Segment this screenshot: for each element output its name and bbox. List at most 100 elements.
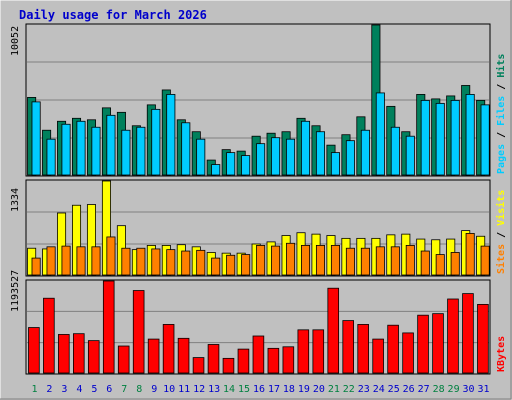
bar-kbytes-day-21	[327, 287, 340, 374]
bar-kbytes-day-4	[73, 333, 85, 374]
bar-sites-day-10	[166, 249, 176, 276]
bar-files-day-30	[465, 94, 475, 176]
day-label-5: 5	[91, 384, 97, 395]
bar-files-day-18	[286, 138, 296, 176]
legend-2: KBytes	[496, 336, 507, 372]
day-label-1: 1	[31, 384, 37, 395]
bar-sites-day-23	[360, 247, 370, 276]
day-labels: 1 2 3 4 5 6 7 8 9 10 11 12 13 14 15 16 17 18 19 20 21 22 23 24 2…	[31, 384, 489, 395]
bar-kbytes-day-30	[462, 293, 474, 374]
day-label-20: 20	[313, 384, 325, 395]
bar-kbytes-day-19	[297, 329, 310, 374]
chart-title: Daily usage for March 2026	[19, 8, 207, 22]
day-label-16: 16	[253, 384, 265, 395]
legend-separator: /	[496, 226, 507, 244]
bar-sites-day-9	[151, 248, 161, 276]
legend-0: Pages / Files / Hits	[495, 54, 507, 174]
bar-files-day-3	[61, 123, 71, 176]
day-label-29: 29	[448, 384, 460, 395]
y-max-label-0: 10052	[10, 26, 21, 56]
legend-entry-sites: Sites	[495, 244, 507, 274]
day-label-10: 10	[163, 384, 175, 395]
bar-files-day-27	[420, 99, 430, 176]
legend-separator: /	[496, 126, 507, 144]
bar-kbytes-day-27	[417, 314, 429, 374]
bar-sites-day-26	[405, 245, 415, 276]
bar-files-day-2	[46, 138, 56, 176]
day-label-4: 4	[76, 384, 82, 395]
legend-separator: /	[496, 78, 507, 96]
bar-files-day-4	[76, 120, 86, 176]
bar-sites-day-18	[286, 242, 296, 276]
bar-sites-day-25	[390, 246, 400, 276]
bar-files-day-14	[226, 152, 236, 176]
bar-sites-day-31	[480, 245, 490, 276]
bar-sites-day-27	[420, 250, 430, 276]
day-label-26: 26	[403, 384, 415, 395]
bar-kbytes-day-1	[28, 327, 40, 374]
bar-kbytes-day-18	[282, 346, 295, 374]
day-label-3: 3	[61, 384, 67, 395]
y-max-label-2: 1193527	[10, 270, 21, 312]
bar-files-day-26	[405, 135, 415, 176]
day-label-19: 19	[298, 384, 310, 395]
bar-sites-day-11	[181, 250, 191, 276]
bar-sites-day-16	[256, 245, 266, 276]
bar-sites-day-14	[226, 254, 236, 276]
day-label-30: 30	[463, 384, 475, 395]
bar-files-day-17	[271, 137, 281, 176]
bar-sites-day-30	[465, 233, 475, 276]
bar-kbytes-day-13	[207, 344, 220, 374]
y-max-label-1: 1334	[10, 188, 21, 212]
day-label-24: 24	[373, 384, 385, 395]
bar-sites-day-17	[271, 245, 281, 276]
bar-kbytes-day-28	[432, 313, 444, 374]
bar-kbytes-day-3	[58, 334, 70, 374]
legend-entry-files: Files	[495, 96, 507, 126]
bar-kbytes-day-15	[237, 348, 250, 374]
day-label-28: 28	[433, 384, 445, 395]
day-label-6: 6	[106, 384, 112, 395]
bar-files-day-15	[241, 155, 251, 176]
day-label-7: 7	[121, 384, 127, 395]
bar-kbytes-day-25	[387, 324, 399, 374]
bar-sites-day-1	[31, 257, 41, 276]
bar-kbytes-day-17	[267, 347, 280, 374]
bar-kbytes-day-26	[402, 332, 414, 374]
bar-kbytes-day-11	[177, 337, 190, 374]
bar-kbytes-day-22	[342, 320, 354, 374]
bar-sites-day-12	[196, 249, 206, 276]
day-label-25: 25	[388, 384, 400, 395]
day-label-9: 9	[151, 384, 157, 395]
bar-kbytes-day-5	[87, 340, 100, 374]
bar-files-day-21	[330, 152, 340, 176]
day-label-13: 13	[208, 384, 220, 395]
bar-files-day-9	[151, 108, 161, 176]
bar-kbytes-day-10	[162, 324, 175, 374]
day-label-8: 8	[136, 384, 142, 395]
day-label-12: 12	[193, 384, 205, 395]
day-label-14: 14	[223, 384, 235, 395]
bar-files-day-12	[196, 138, 206, 176]
bar-files-day-22	[345, 140, 355, 176]
day-label-15: 15	[238, 384, 250, 395]
bar-files-day-20	[315, 131, 326, 176]
bar-files-day-10	[166, 94, 176, 176]
bar-sites-day-20	[315, 245, 326, 276]
bar-files-day-6	[106, 114, 116, 176]
bar-kbytes-day-23	[357, 324, 369, 374]
bar-kbytes-day-2	[43, 297, 55, 374]
legend-entry-kbytes: KBytes	[496, 336, 507, 372]
bar-files-day-31	[480, 104, 490, 176]
bar-kbytes-day-9	[147, 338, 160, 374]
day-label-18: 18	[283, 384, 295, 395]
bar-files-day-28	[435, 102, 445, 176]
bar-sites-day-24	[375, 246, 385, 276]
bar-kbytes-day-31	[477, 303, 489, 374]
bar-files-day-8	[136, 126, 146, 176]
day-label-17: 17	[268, 384, 280, 395]
bar-kbytes-day-24	[372, 338, 384, 374]
bar-files-day-23	[360, 129, 370, 176]
bar-sites-day-29	[450, 252, 460, 276]
day-label-21: 21	[328, 384, 340, 395]
